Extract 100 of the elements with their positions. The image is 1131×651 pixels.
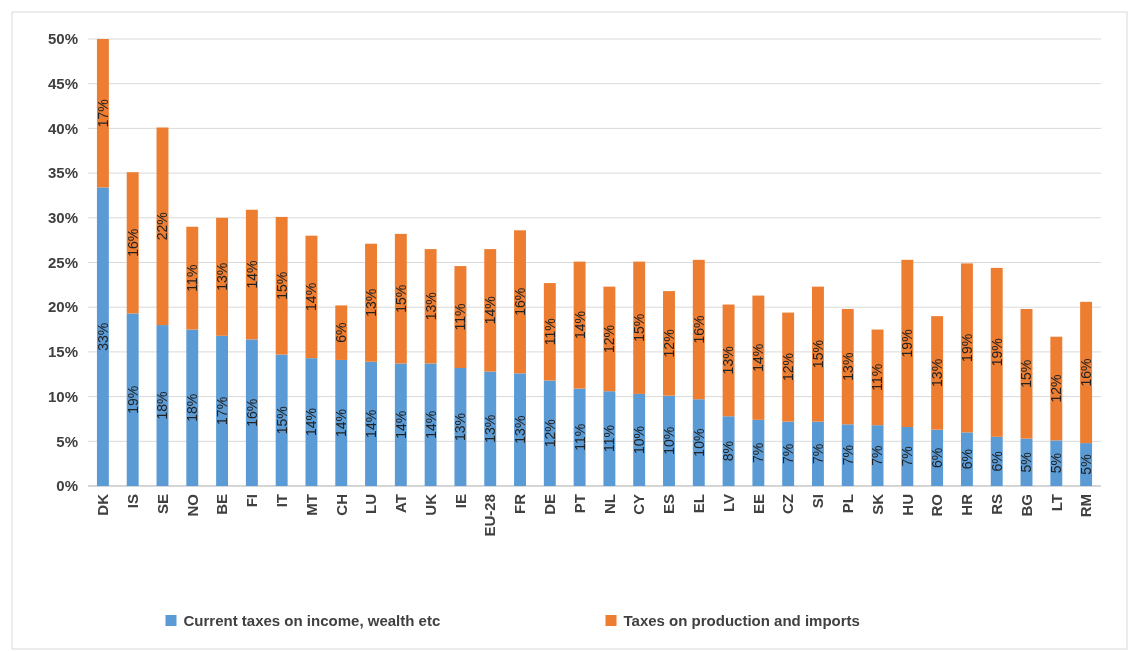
x-tick-label: PL — [839, 494, 856, 514]
bar — [305, 358, 318, 486]
data-label: 19% — [958, 333, 975, 362]
bar — [901, 259, 914, 427]
data-label: 11% — [571, 423, 588, 451]
bar — [96, 39, 109, 188]
x-tick-label: FR — [511, 493, 529, 514]
x-tick-label: MT — [302, 494, 320, 516]
data-label: 7% — [809, 443, 826, 464]
data-label: 13% — [482, 414, 499, 443]
x-tick-label: BG — [1017, 494, 1035, 517]
bar — [990, 267, 1003, 437]
y-tick-label: 5% — [56, 432, 78, 450]
y-tick-label: 45% — [47, 74, 78, 92]
y-tick-label: 10% — [47, 387, 78, 405]
data-label: 17% — [213, 396, 230, 425]
data-label: 7% — [750, 442, 767, 464]
data-label: 13% — [720, 346, 737, 375]
data-label: 13% — [422, 292, 439, 321]
data-label: 6% — [929, 447, 946, 468]
bar — [216, 335, 229, 486]
data-label: 6% — [958, 449, 975, 470]
data-label: 5% — [1018, 452, 1035, 473]
data-label: 14% — [750, 343, 767, 372]
x-tick-label: HU — [898, 494, 916, 516]
x-tick-label: ES — [660, 494, 678, 515]
x-tick-label: FI — [243, 494, 261, 508]
y-tick-label: 35% — [47, 164, 78, 182]
data-label: 14% — [243, 260, 260, 289]
legend-label: Current taxes on income, wealth etc — [183, 612, 441, 630]
data-label: 14% — [362, 409, 379, 438]
x-tick-label: EE — [749, 494, 767, 515]
data-label: 14% — [422, 410, 439, 439]
data-label: 16% — [124, 228, 141, 257]
bar — [692, 259, 705, 400]
data-label: 12% — [780, 353, 797, 382]
data-label: 15% — [1018, 359, 1035, 388]
data-label: 12% — [660, 329, 677, 358]
x-tick-label: BE — [213, 494, 231, 515]
x-tick-label: UK — [421, 493, 439, 516]
x-tick-label: IS — [123, 494, 141, 509]
data-label: 10% — [690, 428, 707, 457]
x-tick-label: RS — [987, 494, 1005, 515]
x-tick-label: CY — [630, 494, 648, 515]
x-tick-label: CH — [332, 494, 350, 516]
bar — [573, 261, 586, 389]
data-label: 15% — [273, 406, 290, 435]
data-label: 11% — [601, 425, 618, 453]
bar — [96, 187, 109, 486]
data-label: 14% — [333, 408, 350, 437]
bar — [186, 329, 199, 486]
y-tick-label: 0% — [56, 477, 78, 495]
x-tick-label: LV — [719, 494, 737, 513]
x-tick-label: SE — [153, 494, 171, 515]
data-label: 10% — [631, 425, 648, 454]
legend-label: Taxes on production and imports — [623, 612, 860, 630]
bar — [275, 216, 288, 355]
x-tick-label: EU-28 — [481, 494, 499, 537]
data-label: 18% — [184, 393, 201, 422]
data-label: 8% — [720, 441, 737, 462]
data-label: 13% — [452, 412, 469, 442]
x-tick-label: NL — [600, 494, 618, 514]
bar — [960, 263, 973, 433]
bar — [752, 295, 765, 420]
bar — [245, 339, 258, 486]
bar — [365, 361, 377, 486]
data-label: 15% — [631, 313, 648, 342]
bar — [633, 261, 646, 394]
data-label: 5% — [1078, 454, 1094, 475]
x-tick-label: EL — [690, 494, 708, 514]
data-label: 12% — [601, 324, 618, 353]
data-label: 16% — [690, 315, 707, 344]
x-tick-label: PT — [570, 494, 588, 514]
data-label: 16% — [511, 287, 528, 316]
y-tick-label: 20% — [47, 298, 78, 316]
data-label: 10% — [660, 426, 677, 455]
data-label: 14% — [303, 282, 320, 311]
data-label: 13% — [213, 262, 230, 291]
x-tick-label: LT — [1047, 494, 1065, 512]
data-label: 14% — [482, 296, 499, 325]
bar — [305, 235, 318, 359]
data-label: 12% — [1048, 374, 1065, 403]
data-label: 18% — [154, 391, 171, 420]
bar — [484, 249, 497, 372]
data-label: 7% — [899, 446, 916, 467]
y-tick-label: 50% — [47, 30, 78, 48]
bar — [275, 354, 288, 486]
x-tick-label: DK — [94, 493, 112, 516]
y-tick-label: 15% — [47, 343, 78, 361]
data-label: 17% — [94, 99, 111, 128]
x-tick-label: DE — [541, 494, 559, 515]
x-tick-label: AT — [392, 494, 410, 513]
x-tick-label: SK — [868, 493, 886, 515]
y-tick-label: 40% — [47, 119, 78, 137]
x-tick-label: HR — [958, 493, 976, 516]
data-label: 7% — [869, 445, 886, 466]
data-label: 15% — [273, 271, 290, 300]
data-label: 13% — [511, 415, 528, 444]
x-tick-label: LU — [362, 494, 380, 514]
x-tick-label: IT — [272, 494, 290, 508]
